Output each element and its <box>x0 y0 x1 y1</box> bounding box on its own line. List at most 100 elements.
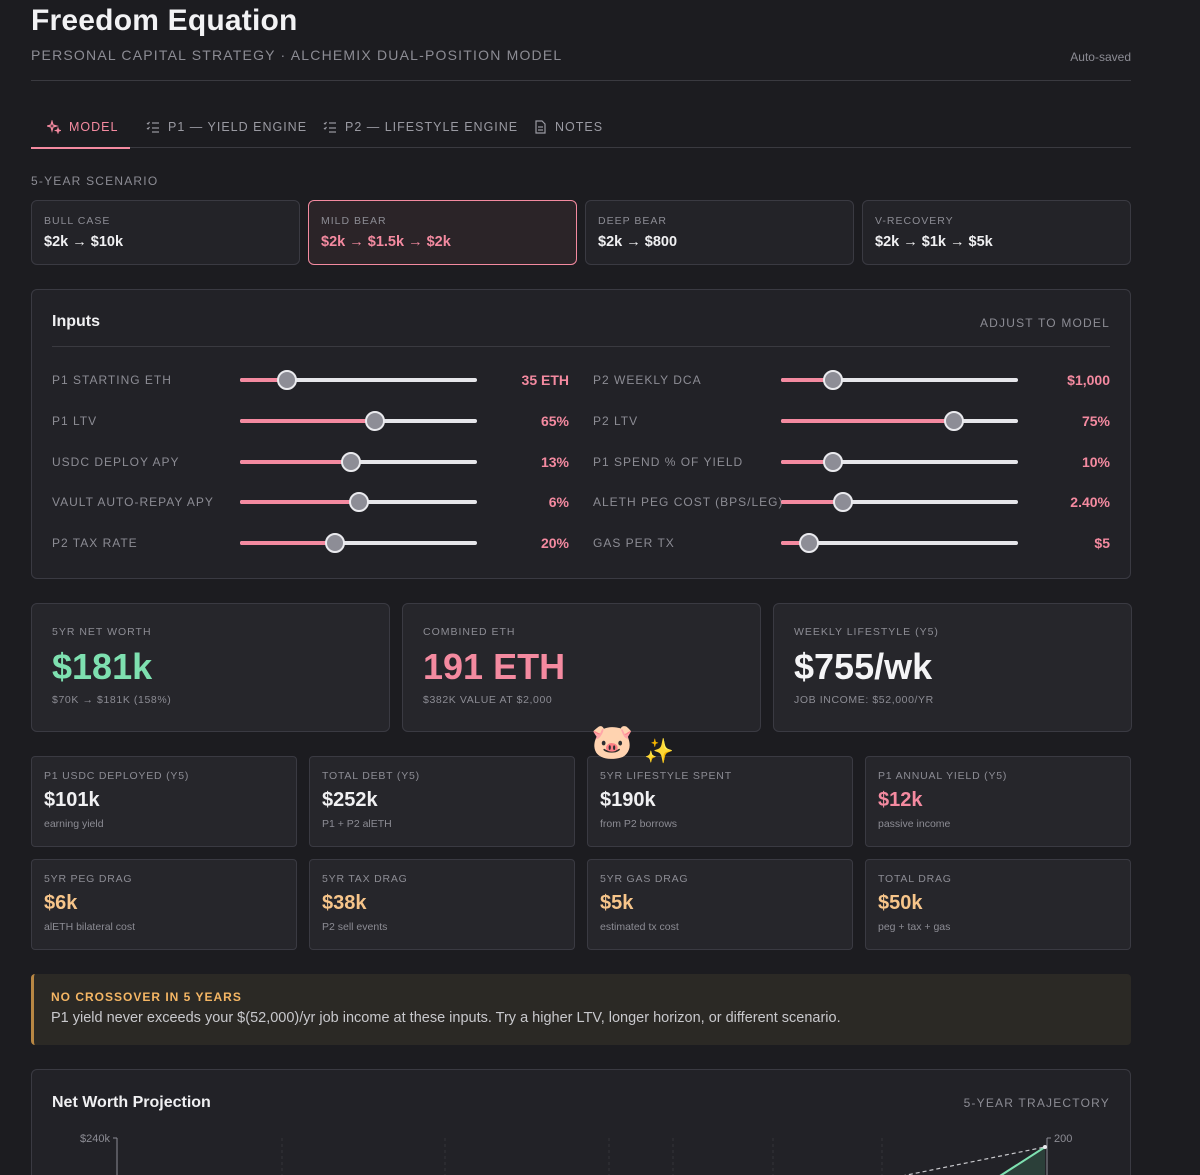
slider-row-p1-starting-eth: P1 STARTING ETH 35 ETH <box>52 369 569 391</box>
slider-thumb[interactable] <box>832 492 853 512</box>
header-divider <box>31 80 1131 81</box>
stat-label: WEEKLY LIFESTYLE (Y5) <box>794 626 939 638</box>
slider-track[interactable] <box>781 411 1018 431</box>
slider-fill <box>240 500 359 504</box>
stat-combined-eth: COMBINED ETH 191 ETH $382K VALUE AT $2,0… <box>402 603 761 732</box>
slider-fill <box>240 541 335 545</box>
slider-fill <box>781 541 810 545</box>
scenario-value: $2k → $800 <box>598 234 678 250</box>
slider-track[interactable] <box>240 370 477 390</box>
stat-gas-drag: 5YR GAS DRAG $5k estimated tx cost <box>587 859 853 950</box>
scenario-deep-bear[interactable]: DEEP BEAR $2k → $800 <box>585 200 854 265</box>
tab-p1-yield-engine[interactable]: P1 — YIELD ENGINE <box>146 106 307 148</box>
slider-thumb[interactable] <box>944 411 964 431</box>
eth-line <box>903 1146 1046 1175</box>
slider-thumb[interactable] <box>823 452 844 472</box>
stat-sub: $382K VALUE AT $2,000 <box>423 694 553 706</box>
stat-label: 5YR PEG DRAG <box>44 873 133 885</box>
slider-label: GAS PER TX <box>593 536 675 550</box>
inputs-hint: ADJUST TO MODEL <box>979 316 1110 330</box>
slider-thumb[interactable] <box>799 533 820 553</box>
scenario-v-recovery[interactable]: V-RECOVERY $2k → $1k → $5k <box>862 200 1131 265</box>
stat-net-worth: 5YR NET WORTH $181k $70K → $181K (158%) <box>31 603 390 732</box>
stat-p1-annual-yield: P1 ANNUAL YIELD (Y5) $12k passive income <box>865 756 1131 847</box>
stat-sub: $70K → $181K (158%) <box>52 694 172 706</box>
stat-sub: alETH bilateral cost <box>44 921 136 933</box>
stat-label: P1 USDC DEPLOYED (Y5) <box>44 770 190 782</box>
slider-row-gas-per-tx: GAS PER TX $5 <box>593 532 1110 554</box>
slider-row-p1-ltv: P1 LTV 65% <box>52 410 569 432</box>
sparkles-icon <box>47 120 61 134</box>
slider-label: ALETH PEG COST (BPS/LEG) <box>593 495 784 509</box>
slider-row-p2-tax-rate: P2 TAX RATE 20% <box>52 532 569 554</box>
stat-label: 5YR TAX DRAG <box>322 873 408 885</box>
slider-thumb[interactable] <box>341 452 362 472</box>
stat-sub: P1 + P2 alETH <box>322 818 392 830</box>
slider-track[interactable] <box>240 492 477 512</box>
tab-p2-lifestyle-engine[interactable]: P2 — LIFESTYLE ENGINE <box>323 106 518 148</box>
scenario-value: $2k → $1.5k → $2k <box>321 234 451 250</box>
slider-fill <box>240 378 288 382</box>
slider-value: 75% <box>1081 413 1110 429</box>
slider-fill <box>240 460 352 464</box>
slider-thumb[interactable] <box>365 411 386 431</box>
checklist-icon <box>323 121 336 133</box>
slider-track[interactable] <box>240 533 477 553</box>
net-worth-chart: $240k 200 <box>80 1133 1072 1175</box>
stat-tax-drag: 5YR TAX DRAG $38k P2 sell events <box>309 859 575 950</box>
slider-label: P1 STARTING ETH <box>52 373 172 387</box>
tab-model[interactable]: MODEL <box>31 106 130 149</box>
stat-total-debt: TOTAL DEBT (Y5) $252k P1 + P2 alETH <box>309 756 575 847</box>
scenario-mild-bear[interactable]: MILD BEAR $2k → $1.5k → $2k <box>308 200 577 265</box>
slider-track[interactable] <box>240 411 477 431</box>
stat-label: 5YR GAS DRAG <box>600 873 689 885</box>
scenario-value: $2k → $10k <box>44 234 124 250</box>
slider-label: P1 SPEND % OF YIELD <box>593 455 744 469</box>
stat-sub: P2 sell events <box>322 921 388 933</box>
crossover-alert: NO CROSSOVER IN 5 YEARS P1 yield never e… <box>31 974 1131 1045</box>
stat-value: $50k <box>878 892 923 914</box>
net-worth-line <box>999 1146 1046 1175</box>
stat-label: TOTAL DRAG <box>878 873 952 885</box>
slider-label: P2 TAX RATE <box>52 536 138 550</box>
stat-value: $6k <box>44 892 78 914</box>
net-worth-area <box>1001 1147 1045 1175</box>
slider-thumb[interactable] <box>324 533 345 553</box>
slider-thumb[interactable] <box>277 370 298 390</box>
slider-row-p2-weekly-dca: P2 WEEKLY DCA $1,000 <box>593 369 1110 391</box>
slider-value: $1,000 <box>1067 372 1110 388</box>
slider-thumb[interactable] <box>348 492 369 512</box>
tab-label: MODEL <box>69 120 119 134</box>
stat-label: 5YR LIFESTYLE SPENT <box>600 770 732 782</box>
stat-value: 191 ETH <box>423 646 566 687</box>
slider-track[interactable] <box>781 370 1018 390</box>
scenario-bull-case[interactable]: BULL CASE $2k → $10k <box>31 200 300 265</box>
tab-label: P2 — LIFESTYLE ENGINE <box>345 120 519 134</box>
sparkle-emoji-icon: ✨ <box>644 738 674 765</box>
scenario-label: DEEP BEAR <box>598 215 667 227</box>
page-subtitle: PERSONAL CAPITAL STRATEGY · ALCHEMIX DUA… <box>31 47 563 63</box>
slider-thumb[interactable] <box>823 370 844 390</box>
stat-value: $12k <box>878 789 923 811</box>
tab-notes[interactable]: NOTES <box>533 106 603 148</box>
slider-fill <box>781 419 954 423</box>
series-end-point <box>1043 1145 1047 1149</box>
slider-value: 20% <box>540 535 569 551</box>
slider-value: 35 ETH <box>521 372 569 388</box>
slider-row-aleth-peg-cost: ALETH PEG COST (BPS/LEG) 2.40% <box>593 491 1110 513</box>
slider-label: P2 WEEKLY DCA <box>593 373 702 387</box>
slider-track[interactable] <box>781 452 1018 472</box>
scenario-label: V-RECOVERY <box>875 215 954 227</box>
slider-fill <box>781 500 843 504</box>
alert-text: P1 yield never exceeds your $(52,000)/yr… <box>51 1010 841 1026</box>
slider-track[interactable] <box>781 492 1018 512</box>
stat-label: TOTAL DEBT (Y5) <box>322 770 420 782</box>
stat-lifestyle-spent: 5YR LIFESTYLE SPENT $190k from P2 borrow… <box>587 756 853 847</box>
scenario-section-label: 5-YEAR SCENARIO <box>31 174 159 188</box>
tab-label: P1 — YIELD ENGINE <box>168 120 308 134</box>
slider-track[interactable] <box>240 452 477 472</box>
slider-track[interactable] <box>781 533 1018 553</box>
stat-label: COMBINED ETH <box>423 626 516 638</box>
stat-label: P1 ANNUAL YIELD (Y5) <box>878 770 1008 782</box>
stat-peg-drag: 5YR PEG DRAG $6k alETH bilateral cost <box>31 859 297 950</box>
